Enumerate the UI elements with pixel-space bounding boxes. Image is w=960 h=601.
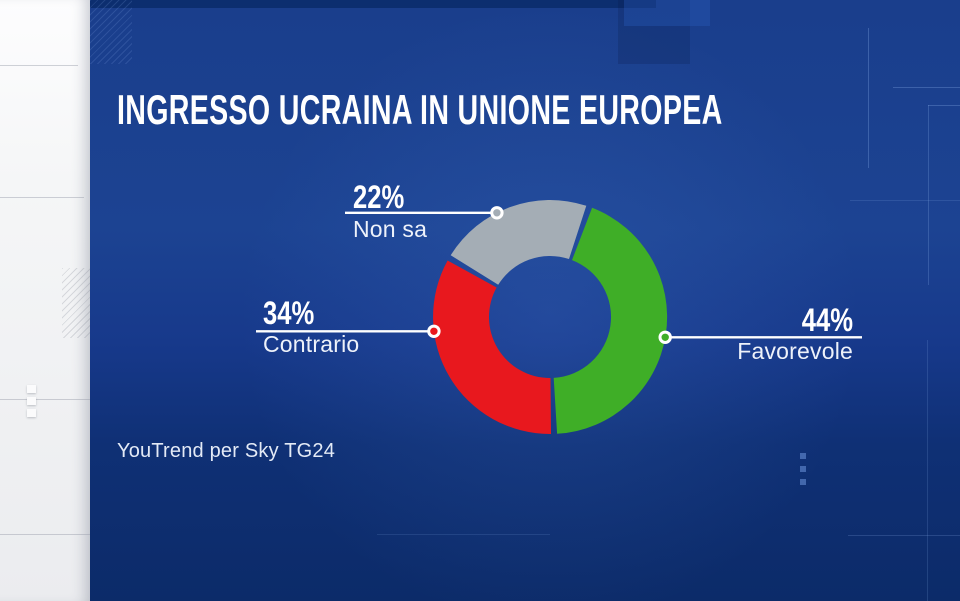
decor-line <box>928 105 929 285</box>
decor-line <box>928 105 960 106</box>
callout-dot-non-sa <box>490 206 504 220</box>
dot <box>27 409 36 417</box>
percent-label-contrario: 34% <box>263 295 315 331</box>
callout-dot-favorevole <box>658 330 672 344</box>
decor-square <box>800 479 806 485</box>
rail-divider-line <box>0 65 78 66</box>
decor-line <box>927 340 928 601</box>
left-rail <box>0 0 90 601</box>
percent-label-non-sa: 22% <box>353 179 405 215</box>
decor-square <box>800 453 806 459</box>
category-label-non-sa: Non sa <box>353 216 428 242</box>
callout-dot-contrario <box>427 324 441 338</box>
chart-segment-favorevole <box>553 207 668 434</box>
callout-favorevole: 44% Favorevole <box>737 304 853 363</box>
decor-line <box>848 535 960 536</box>
rail-divider-line <box>0 399 90 400</box>
chart-segment-non-sa <box>450 200 587 285</box>
decor-line <box>850 200 960 201</box>
rail-divider-line <box>0 534 90 535</box>
dot <box>27 397 36 405</box>
dot-grid <box>27 385 37 421</box>
decor-rectangle <box>624 0 710 26</box>
decor-square <box>800 466 806 472</box>
source-credit: YouTrend per Sky TG24 <box>117 440 336 462</box>
decor-line <box>868 28 869 168</box>
rail-divider-line <box>0 197 84 198</box>
hatch-pattern <box>90 0 132 64</box>
top-accent-bar <box>90 0 656 8</box>
category-label-favorevole: Favorevole <box>737 338 853 364</box>
decor-line <box>893 87 960 88</box>
decor-rectangle <box>618 0 690 64</box>
dot <box>27 385 36 393</box>
chart-segment-contrario <box>433 260 551 435</box>
decor-line <box>377 534 550 535</box>
percent-label-favorevole: 44% <box>801 302 853 338</box>
category-label-contrario: Contrario <box>263 331 360 357</box>
callout-non-sa: 22% Non sa <box>353 181 427 241</box>
callout-contrario: 34% Contrario <box>263 297 359 356</box>
chart-panel <box>90 0 960 601</box>
hatch-pattern <box>62 268 90 338</box>
page-title: INGRESSO UCRAINA IN UNIONE EUROPEA <box>117 86 723 133</box>
